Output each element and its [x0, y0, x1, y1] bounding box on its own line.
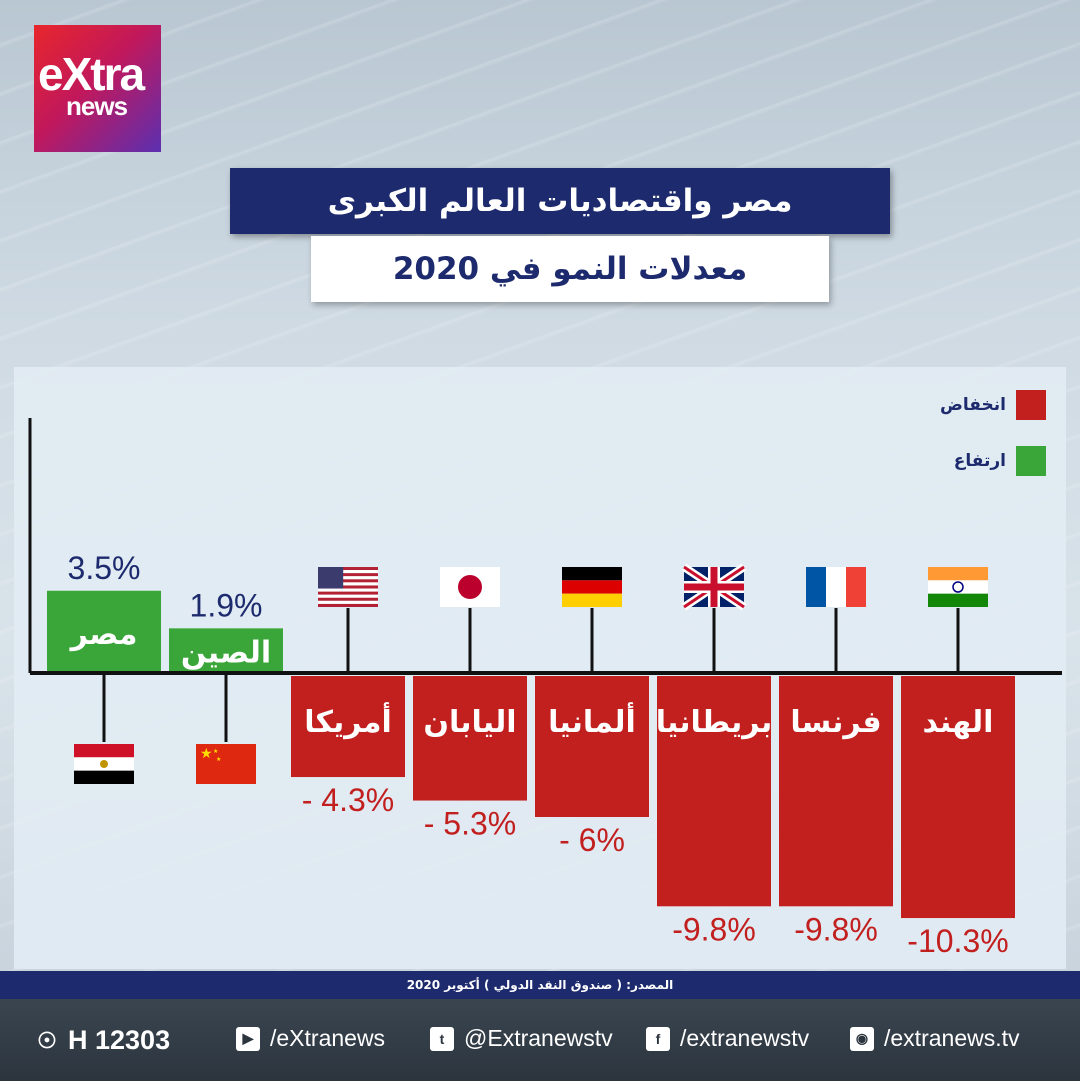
footer-facebook-text: /extranewstv [680, 1025, 810, 1051]
legend-item-increase: ارتفاع [954, 446, 1046, 476]
bar-1 [169, 628, 283, 673]
bar-6 [779, 676, 893, 907]
chart-title: مصر واقتصاديات العالم الكبرى [230, 168, 890, 234]
legend-swatch-increase [1016, 446, 1046, 476]
footer-facebook[interactable]: f /extranewstv [646, 1025, 809, 1052]
value-label-2: - 4.3% [302, 782, 394, 818]
india-flag-icon [928, 567, 988, 607]
france-flag-icon [806, 567, 866, 607]
svg-text:★: ★ [216, 756, 221, 763]
svg-text:★: ★ [200, 746, 213, 762]
youtube-icon: ▶ [236, 1026, 260, 1051]
value-label-1: 1.9% [190, 587, 263, 623]
chart-subtitle: معدلات النمو في 2020 [311, 236, 829, 302]
bar-7 [901, 676, 1015, 919]
egypt-flag-icon [74, 744, 134, 784]
value-label-0: 3.5% [68, 550, 141, 586]
source-bar: المصدر: ( صندوق النقد الدولي ) أكتوبر 20… [0, 971, 1080, 999]
footer-channel-text: H 12303 [68, 1025, 171, 1055]
value-label-6: -9.8% [794, 911, 878, 947]
logo-text-top: eXtra [38, 48, 145, 100]
value-label-4: - 6% [559, 822, 625, 858]
twitter-icon: t [430, 1026, 454, 1051]
footer-youtube-text: /eXtranews [270, 1025, 386, 1051]
satellite-dish-icon: ☉ [37, 1027, 57, 1053]
category-label-5: بريطانيا [656, 705, 772, 740]
bar-5 [657, 676, 771, 907]
instagram-icon: ◉ [850, 1026, 874, 1051]
legend-label-decrease: انخفاض [940, 395, 1006, 415]
china-flag-icon: ★ ★★ [196, 744, 256, 784]
source-text: المصدر: ( صندوق النقد الدولي ) أكتوبر 20… [406, 978, 674, 992]
bar-4 [535, 676, 649, 817]
footer-youtube[interactable]: ▶ /eXtranews [236, 1025, 385, 1052]
category-label-2: أمريكا [304, 702, 392, 740]
legend-item-decrease: انخفاض [940, 390, 1046, 420]
extra-news-logo: eXtra news [34, 25, 161, 152]
category-label-3: اليابان [423, 705, 516, 740]
uk-flag-icon [681, 563, 747, 611]
footer-twitter-text: @Extranewstv [464, 1025, 613, 1051]
bar-2 [291, 676, 405, 778]
legend-label-increase: ارتفاع [953, 451, 1006, 471]
footer-twitter[interactable]: t @Extranewstv [430, 1025, 613, 1052]
logo-text-bottom: news [66, 91, 128, 121]
legend-swatch-decrease [1016, 390, 1046, 420]
category-label-7: الهند [923, 705, 994, 740]
value-label-3: - 5.3% [424, 806, 516, 842]
footer-channel: ☉ H 12303 [36, 1025, 170, 1056]
category-label-1: الصين [181, 636, 271, 671]
value-label-5: -9.8% [672, 911, 756, 947]
footer-instagram[interactable]: ◉ /extranews.tv [850, 1025, 1020, 1052]
category-label-0: مصر [69, 617, 138, 652]
bar-0 [47, 590, 161, 673]
facebook-icon: f [646, 1026, 670, 1051]
germany-flag-icon [562, 567, 622, 607]
japan-flag-icon [440, 567, 500, 607]
footer-instagram-text: /extranews.tv [884, 1025, 1020, 1051]
footer-bar: ☉ H 12303 ▶ /eXtranews t @Extranewstv f … [0, 999, 1080, 1081]
category-label-6: فرنسا [790, 705, 881, 740]
value-label-7: -10.3% [907, 923, 1008, 959]
usa-flag-icon [318, 567, 378, 607]
svg-text:★: ★ [213, 748, 218, 755]
category-label-4: ألمانيا [548, 702, 636, 740]
bar-3 [413, 676, 527, 801]
